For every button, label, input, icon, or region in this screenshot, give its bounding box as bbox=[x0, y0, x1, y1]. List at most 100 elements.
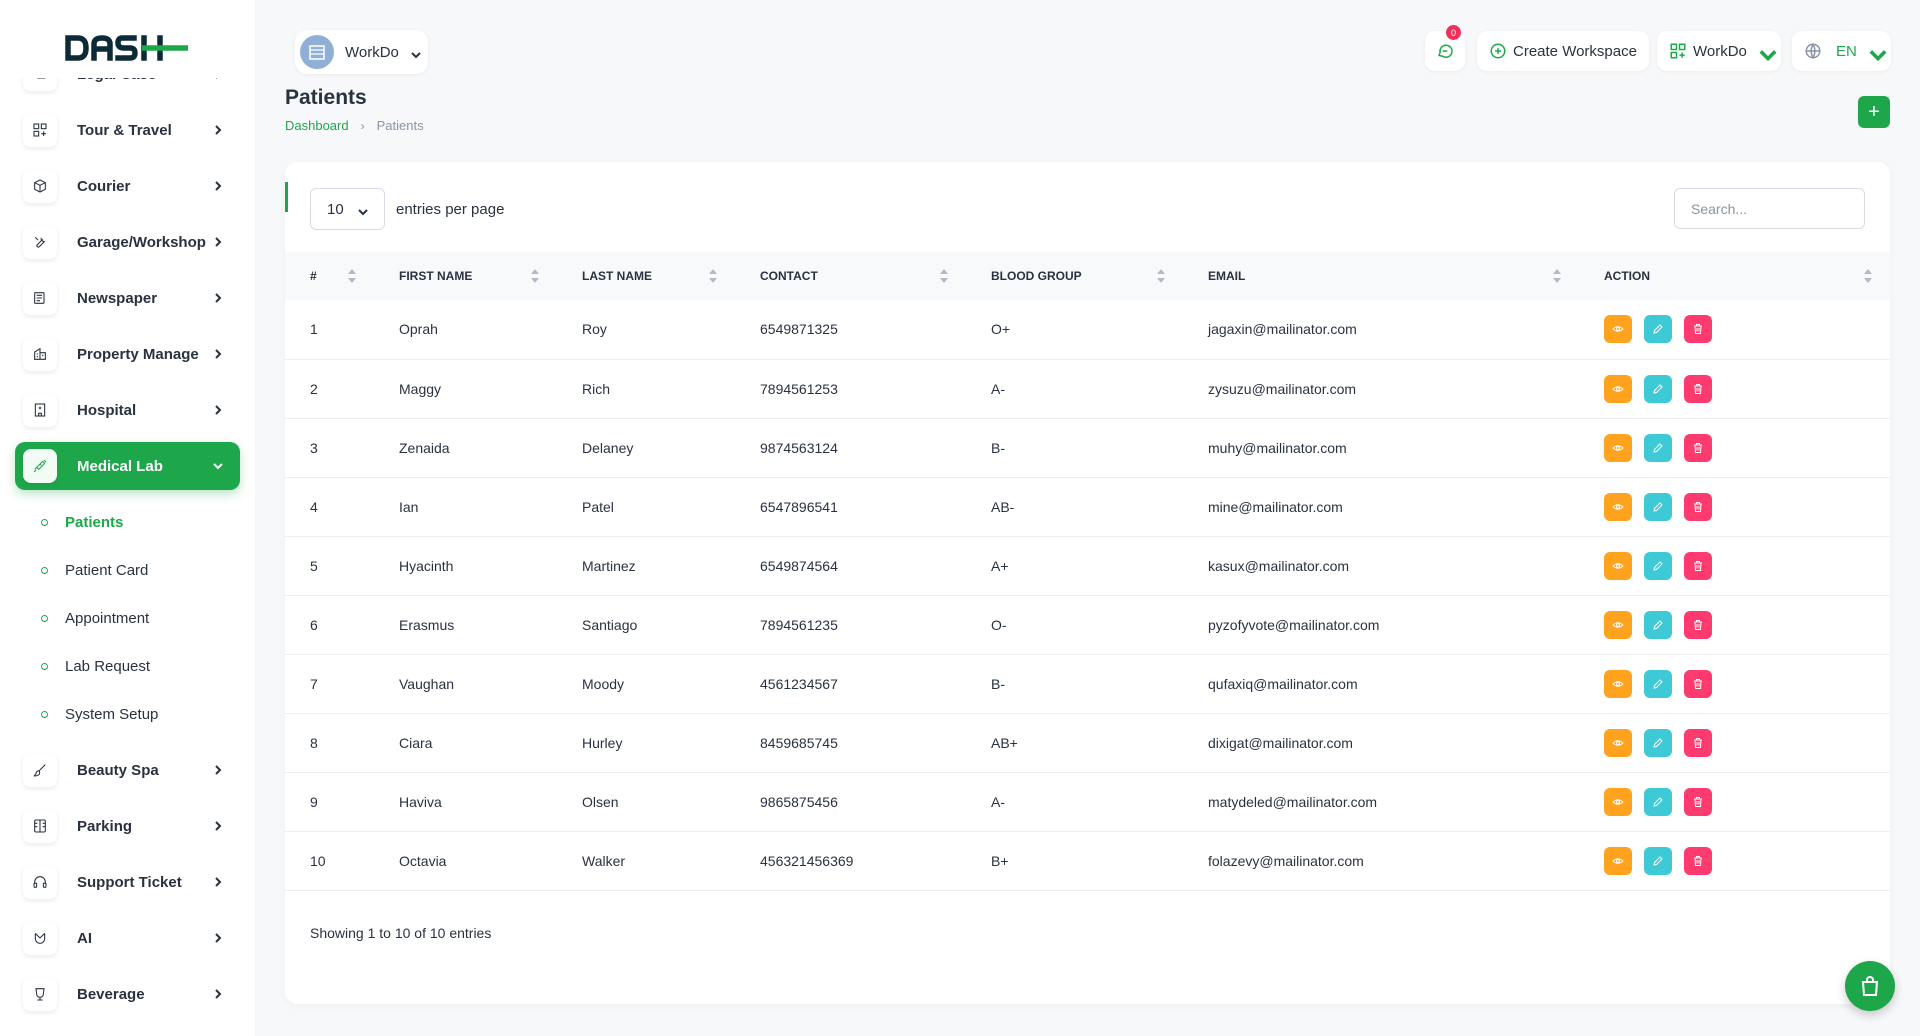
delete-button[interactable] bbox=[1684, 551, 1712, 580]
trash-icon bbox=[1694, 442, 1702, 453]
view-button[interactable] bbox=[1604, 846, 1632, 875]
view-button[interactable] bbox=[1604, 610, 1632, 639]
delete-button[interactable] bbox=[1684, 846, 1712, 875]
delete-button[interactable] bbox=[1684, 787, 1712, 816]
sidebar-item-beauty-spa[interactable]: Beauty Spa bbox=[15, 746, 240, 794]
view-button[interactable] bbox=[1604, 374, 1632, 403]
view-button[interactable] bbox=[1604, 492, 1632, 521]
column-header-contact[interactable]: Contact bbox=[735, 252, 966, 300]
view-button[interactable] bbox=[1604, 669, 1632, 698]
pencil-icon bbox=[1653, 442, 1663, 453]
cell-row-index: 8 bbox=[310, 734, 318, 751]
table-row: 4 Ian Patel 6547896541 AB-mine@mailinator.co… bbox=[285, 477, 1890, 536]
chevron-down-icon bbox=[411, 47, 421, 59]
breadcrumb-dashboard-link[interactable]: Dashboard bbox=[285, 118, 349, 133]
delete-button[interactable] bbox=[1684, 492, 1712, 521]
create-workspace-button[interactable]: Create Workspace bbox=[1477, 31, 1649, 71]
pencil-icon bbox=[1653, 737, 1663, 748]
cell-row-index: 10 bbox=[310, 852, 326, 869]
cell-blood-group: B- bbox=[991, 439, 1005, 456]
submenu-item-patients[interactable]: Patients bbox=[15, 498, 240, 546]
delete-button[interactable] bbox=[1684, 610, 1712, 639]
per-page-control: 10 entries per page bbox=[310, 188, 504, 230]
brand-logo[interactable] bbox=[64, 30, 204, 66]
bullet-icon bbox=[41, 614, 48, 622]
submenu-item-patient-card[interactable]: Patient Card bbox=[15, 546, 240, 594]
cell-email: matydeled@mailinator.com bbox=[1208, 793, 1378, 810]
cell-first-name: Zenaida bbox=[399, 439, 450, 456]
cell-email: jagaxin@mailinator.com bbox=[1208, 321, 1357, 338]
view-button[interactable] bbox=[1604, 433, 1632, 462]
delete-button[interactable] bbox=[1684, 433, 1712, 462]
language-selector[interactable]: EN bbox=[1792, 31, 1891, 71]
delete-button[interactable] bbox=[1684, 728, 1712, 757]
create-workspace-label: Create Workspace bbox=[1513, 42, 1637, 60]
cell-contact: 6547896541 bbox=[760, 498, 838, 515]
column-header-blood-group[interactable]: Blood Group bbox=[966, 252, 1183, 300]
table-row: 8 Ciara Hurley 8459685745 AB+ dixigat@mailina… bbox=[285, 713, 1890, 772]
edit-button[interactable] bbox=[1644, 669, 1672, 698]
submenu-item-system-setup[interactable]: System Setup bbox=[15, 690, 240, 738]
sidebar-item-courier[interactable]: Courier bbox=[15, 162, 240, 210]
newspaper-icon bbox=[23, 281, 57, 315]
sidebar-item-parking[interactable]: Parking bbox=[15, 802, 240, 850]
column-header-email[interactable]: Email bbox=[1183, 252, 1579, 300]
edit-button[interactable] bbox=[1644, 315, 1672, 344]
trash-icon bbox=[1694, 678, 1702, 689]
edit-button[interactable] bbox=[1644, 787, 1672, 816]
sidebar-item-ai[interactable]: AI bbox=[15, 914, 240, 962]
workspace-switcher[interactable]: WorkDo bbox=[295, 30, 428, 74]
wrench-icon bbox=[23, 225, 57, 259]
sidebar-item-support-ticket[interactable]: Support Ticket bbox=[15, 858, 240, 906]
cart-button[interactable] bbox=[1845, 961, 1895, 1011]
view-button[interactable] bbox=[1604, 551, 1632, 580]
edit-button[interactable] bbox=[1644, 610, 1672, 639]
cell-first-name: Maggy bbox=[399, 380, 442, 397]
edit-button[interactable] bbox=[1644, 492, 1672, 521]
view-button[interactable] bbox=[1604, 787, 1632, 816]
add-patient-button[interactable]: + bbox=[1858, 96, 1890, 128]
trash-icon bbox=[1694, 855, 1702, 866]
per-page-select[interactable]: 10 bbox=[310, 188, 385, 230]
delete-button[interactable] bbox=[1684, 669, 1712, 698]
sidebar-item-tour-travel[interactable]: Tour & Travel bbox=[15, 106, 240, 154]
column-header-last-name[interactable]: Last Name bbox=[557, 252, 735, 300]
grid-icon bbox=[23, 113, 57, 147]
delete-button[interactable] bbox=[1684, 374, 1712, 403]
cell-actions bbox=[1579, 300, 1890, 359]
workdo-menu-button[interactable]: WorkDo bbox=[1657, 31, 1781, 71]
edit-button[interactable] bbox=[1644, 846, 1672, 875]
column-header-first-name[interactable]: First Name bbox=[374, 252, 557, 300]
delete-button[interactable] bbox=[1684, 315, 1712, 344]
edit-button[interactable] bbox=[1644, 433, 1672, 462]
table-header-row: # First Name Last Name Contact Blood Group Em… bbox=[285, 252, 1890, 300]
edit-button[interactable] bbox=[1644, 374, 1672, 403]
submenu-item-appointment[interactable]: Appointment bbox=[15, 594, 240, 642]
edit-button[interactable] bbox=[1644, 728, 1672, 757]
edit-button[interactable] bbox=[1644, 551, 1672, 580]
sidebar-item-garage-workshop[interactable]: Garage/Workshop bbox=[15, 218, 240, 266]
sidebar-item-beverage[interactable]: Beverage bbox=[15, 970, 240, 1018]
view-button[interactable] bbox=[1604, 315, 1632, 344]
per-page-value: 10 bbox=[327, 200, 344, 218]
trash-icon bbox=[1694, 560, 1702, 571]
sidebar-item-newspaper[interactable]: Newspaper bbox=[15, 274, 240, 322]
chevron-right-icon bbox=[208, 180, 228, 192]
search-input[interactable] bbox=[1674, 188, 1865, 229]
sidebar-item-medical-lab[interactable]: Medical Lab bbox=[15, 442, 240, 490]
submenu-item-lab-request[interactable]: Lab Request bbox=[15, 642, 240, 690]
cell-blood-group: B+ bbox=[991, 852, 1009, 869]
view-button[interactable] bbox=[1604, 728, 1632, 757]
trash-icon bbox=[1694, 501, 1702, 512]
pencil-icon bbox=[1653, 678, 1663, 689]
column-header-index[interactable]: # bbox=[285, 252, 374, 300]
sidebar-item-property-manage[interactable]: Property Manage bbox=[15, 330, 240, 378]
notification-badge: 0 bbox=[1446, 25, 1461, 40]
cell-row-index: 3 bbox=[310, 439, 318, 456]
sidebar-item-hospital[interactable]: Hospital bbox=[15, 386, 240, 434]
cell-contact: 9874563124 bbox=[760, 439, 838, 456]
notifications-button[interactable]: 0 bbox=[1425, 25, 1465, 71]
shopping-bag-icon bbox=[1861, 976, 1879, 996]
cell-actions bbox=[1579, 831, 1890, 890]
column-header-action[interactable]: Action bbox=[1579, 252, 1890, 300]
